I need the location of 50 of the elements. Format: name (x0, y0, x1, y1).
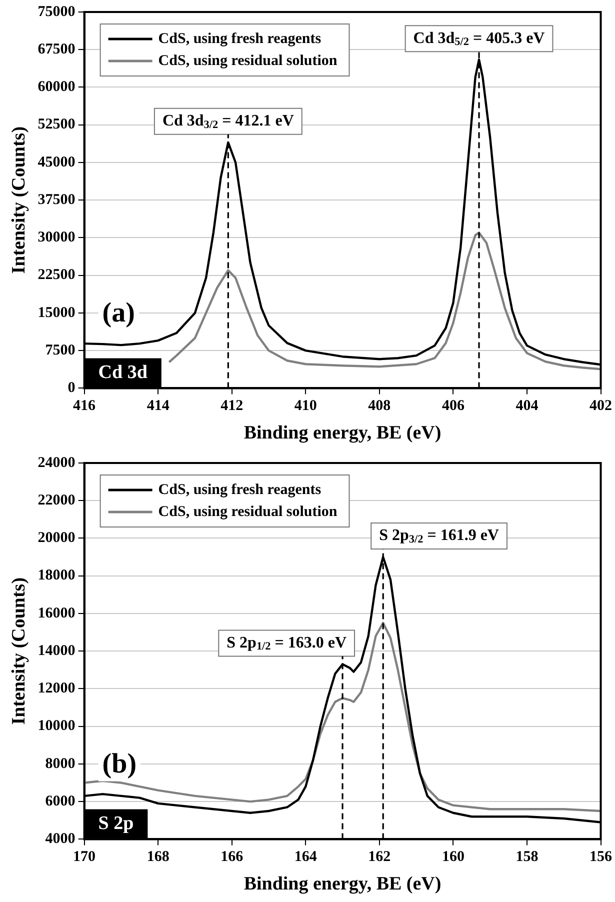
y-tick-label: 0 (68, 380, 76, 396)
y-tick-label: 24000 (38, 454, 76, 471)
y-tick-label: 67500 (38, 41, 76, 58)
x-tick-label: 406 (442, 398, 465, 414)
x-axis-title: Binding energy, BE (eV) (244, 422, 442, 444)
x-tick-label: 160 (442, 849, 464, 866)
y-tick-label: 8000 (45, 756, 76, 772)
x-tick-label: 170 (73, 849, 96, 866)
y-tick-label: 60000 (38, 79, 76, 96)
y-tick-label: 30000 (38, 230, 76, 246)
legend-label: CdS, using residual solution (158, 52, 338, 69)
x-tick-label: 404 (516, 398, 539, 414)
y-tick-label: 6000 (45, 793, 76, 810)
x-tick-label: 158 (516, 849, 538, 866)
legend-label: CdS, using fresh reagents (158, 482, 322, 498)
y-axis-title: Intensity (Counts) (8, 126, 30, 274)
y-tick-label: 14000 (38, 642, 76, 659)
x-tick-label: 168 (146, 849, 170, 866)
x-tick-label: 408 (368, 398, 391, 414)
annotation: S 2p (98, 813, 134, 834)
y-tick-label: 20000 (38, 530, 76, 546)
x-tick-label: 166 (220, 849, 244, 866)
annotation: (b) (102, 748, 137, 780)
y-axis-title: Intensity (Counts) (8, 577, 30, 725)
legend-label: CdS, using fresh reagents (158, 30, 322, 47)
y-tick-label: 75000 (38, 4, 76, 20)
y-tick-label: 22000 (38, 492, 76, 508)
x-tick-label: 414 (146, 398, 170, 414)
y-tick-label: 16000 (38, 605, 76, 622)
annotation: Cd 3d (98, 362, 148, 384)
x-tick-label: 412 (220, 398, 244, 414)
x-tick-label: 402 (590, 398, 612, 414)
y-tick-label: 45000 (38, 154, 76, 170)
y-tick-label: 7500 (45, 342, 76, 358)
x-tick-label: 410 (294, 398, 317, 414)
x-tick-label: 156 (590, 849, 612, 866)
y-tick-label: 12000 (38, 680, 76, 697)
y-tick-label: 52500 (38, 116, 76, 133)
y-tick-label: 10000 (38, 718, 76, 734)
x-tick-label: 164 (294, 849, 318, 866)
x-tick-label: 416 (73, 398, 96, 414)
y-tick-label: 18000 (38, 568, 76, 584)
legend-label: CdS, using residual solution (158, 504, 338, 520)
annotation: (a) (102, 297, 135, 328)
y-tick-label: 4000 (45, 831, 76, 848)
x-axis-title: Binding energy, BE (eV) (244, 874, 442, 895)
y-tick-label: 15000 (38, 304, 76, 321)
x-tick-label: 162 (368, 849, 391, 866)
y-tick-label: 22500 (38, 267, 76, 284)
y-tick-label: 37500 (38, 192, 76, 208)
